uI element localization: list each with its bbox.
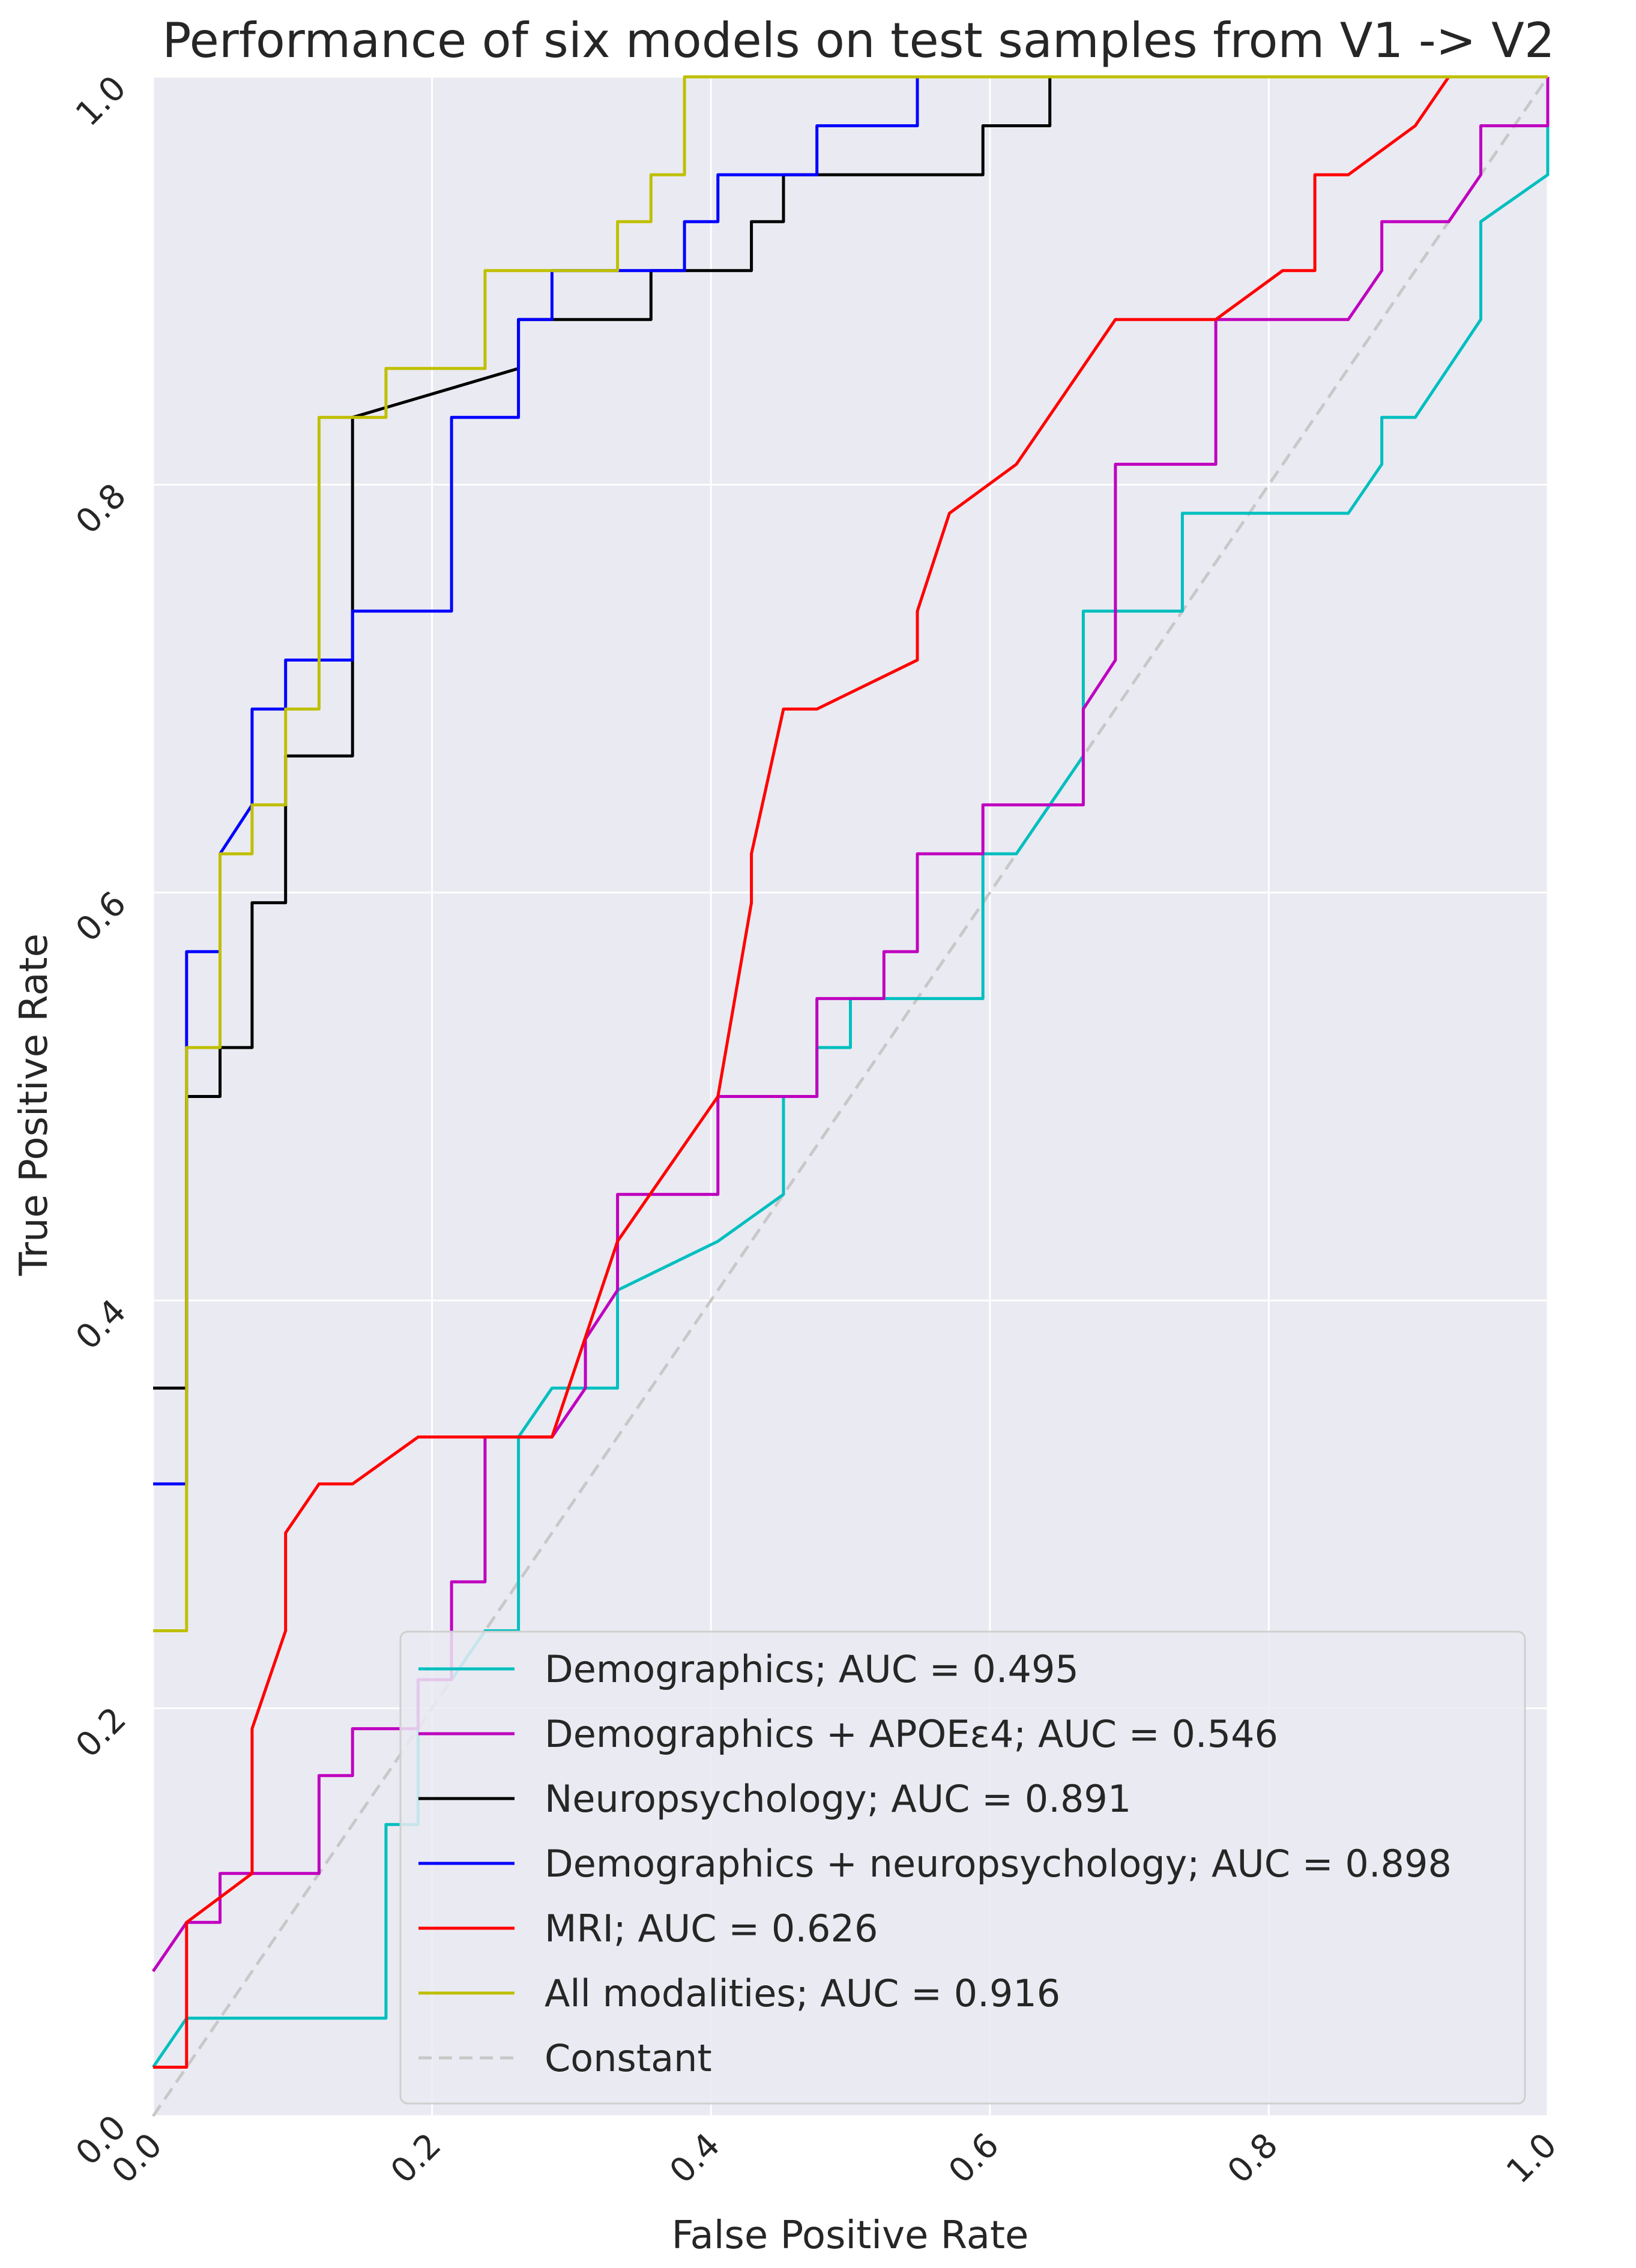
series-line <box>151 77 1550 1973</box>
legend-label: Demographics + APOEε4; AUC = 0.546 <box>545 1712 1278 1756</box>
series-line <box>153 75 1548 1632</box>
legend-label: Constant <box>545 2036 712 2080</box>
y-tick-label: 0.6 <box>68 884 134 950</box>
x-tick-label: 1.0 <box>1499 2126 1565 2191</box>
y-tick-label: 0.4 <box>68 1292 134 1357</box>
grid-lines <box>152 76 1549 2117</box>
legend-label: Neuropsychology; AUC = 0.891 <box>545 1777 1131 1821</box>
x-tick-label: 0.4 <box>662 2126 728 2191</box>
series-line <box>153 75 1548 2069</box>
y-tick-labels: 0.00.20.40.60.81.0 <box>68 68 134 2173</box>
y-tick-label: 0.2 <box>68 1700 134 1766</box>
legend: Demographics; AUC = 0.495 Demographics + … <box>399 1630 1526 2105</box>
y-axis-label: True Positive Rate <box>12 933 56 1276</box>
chart-title: Performance of six models on test sample… <box>162 13 1555 68</box>
series-line <box>153 75 1548 1486</box>
y-tick-label: 0.8 <box>68 476 134 541</box>
x-tick-label: 0.2 <box>384 2126 449 2191</box>
x-tick-label: 0.6 <box>941 2126 1007 2191</box>
legend-label: Demographics; AUC = 0.495 <box>545 1647 1079 1691</box>
legend-label: All modalities; AUC = 0.916 <box>545 1971 1060 2015</box>
x-tick-labels: 0.0 0.2 0.4 0.6 0.8 1.0 <box>104 2126 1565 2191</box>
legend-label: MRI; AUC = 0.626 <box>545 1907 878 1950</box>
legend-frame <box>399 1630 1526 2105</box>
x-axis-label: False Positive Rate <box>672 2213 1029 2258</box>
y-tick-label: 1.0 <box>68 68 134 134</box>
x-tick-label: 0.8 <box>1220 2126 1285 2191</box>
series-lines <box>151 75 1550 2117</box>
legend-label: Demographics + neuropsychology; AUC = 0.… <box>545 1842 1452 1886</box>
series-line <box>151 76 1550 2117</box>
